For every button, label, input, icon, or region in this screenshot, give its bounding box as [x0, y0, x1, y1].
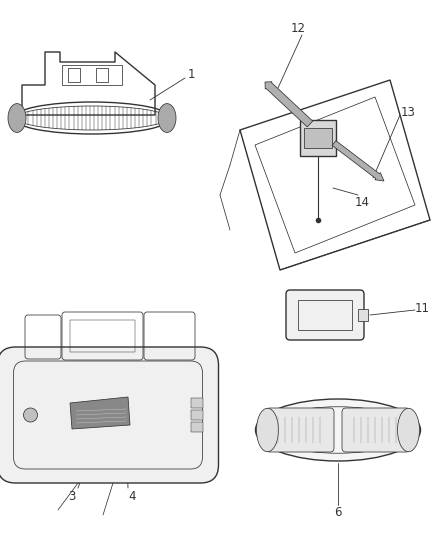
Bar	[304, 128, 332, 148]
Ellipse shape	[8, 103, 26, 132]
Polygon shape	[70, 397, 130, 429]
Circle shape	[24, 408, 38, 422]
Ellipse shape	[255, 399, 420, 461]
Bar	[298, 300, 352, 330]
FancyBboxPatch shape	[286, 290, 364, 340]
Text: 3: 3	[68, 490, 76, 504]
Text: 13: 13	[401, 106, 415, 118]
Bar	[191, 398, 202, 408]
Ellipse shape	[158, 103, 176, 132]
Bar	[96, 68, 108, 82]
Ellipse shape	[398, 408, 420, 451]
Bar	[300, 120, 336, 156]
Ellipse shape	[257, 408, 279, 451]
Text: 12: 12	[290, 21, 305, 35]
Text: 1: 1	[187, 69, 195, 82]
FancyBboxPatch shape	[266, 408, 334, 452]
Bar	[62, 65, 122, 85]
Text: 4: 4	[128, 490, 136, 504]
Bar	[70, 320, 135, 352]
FancyBboxPatch shape	[0, 347, 219, 483]
Bar	[358, 309, 368, 321]
Text: 14: 14	[354, 196, 370, 208]
FancyArrow shape	[332, 141, 384, 181]
FancyArrow shape	[265, 82, 313, 127]
Bar	[68, 68, 80, 82]
Bar	[191, 422, 202, 432]
Text: 11: 11	[414, 302, 430, 314]
Bar	[191, 410, 202, 420]
FancyBboxPatch shape	[342, 408, 410, 452]
Text: 6: 6	[334, 506, 342, 520]
